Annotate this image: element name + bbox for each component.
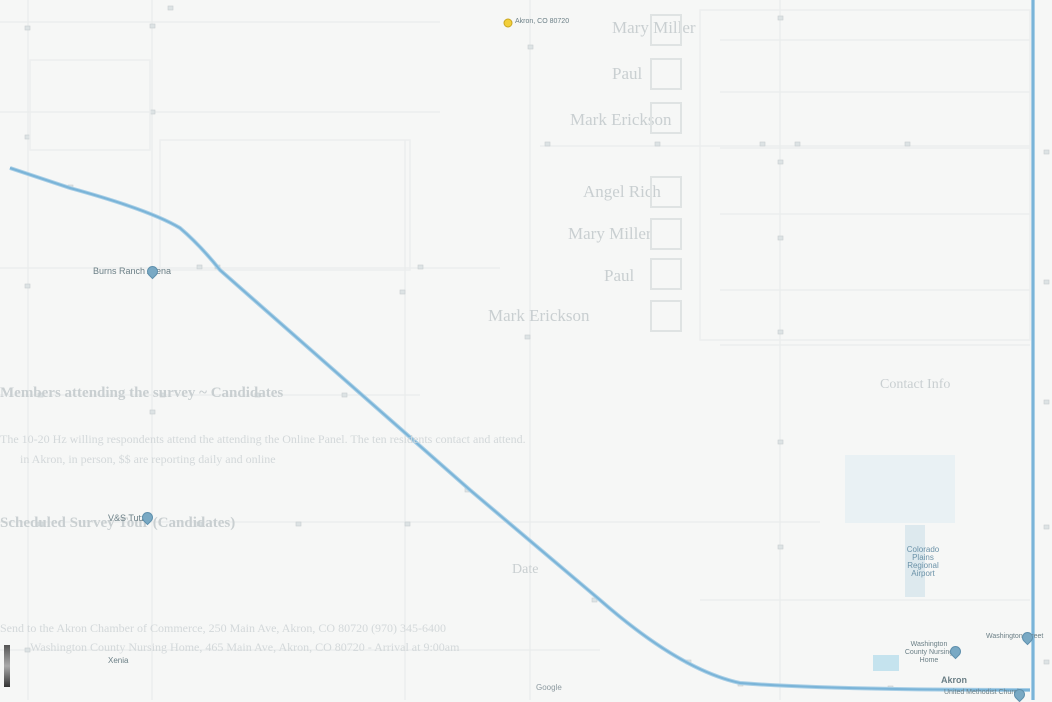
- ghost-row-7: Mark Erickson: [488, 306, 590, 325]
- airport-line-4: Airport: [911, 569, 935, 578]
- ghost-para-2: in Akron, in person, $$ are reporting da…: [20, 452, 276, 466]
- ghost-blocks: [29, 9, 1031, 341]
- place-label-top[interactable]: Akron, CO 80720: [515, 18, 570, 25]
- airport-runway: [905, 525, 925, 597]
- ghost-heading-1: Members attending the survey ~ Candidate…: [0, 385, 284, 401]
- ghost-para-3: Send to the Akron Chamber of Commerce, 2…: [0, 621, 447, 635]
- ghost-para-4: Washington County Nursing Home, 465 Main…: [30, 640, 460, 654]
- airport-area: [845, 455, 955, 523]
- google-logo-icon: Google: [536, 683, 562, 692]
- airport-label[interactable]: Colorado Plains Regional Airport: [898, 546, 948, 578]
- place-label-burns-ranch-arena[interactable]: Burns Ranch Arena: [93, 266, 172, 276]
- road-markers: [24, 5, 1050, 691]
- left-edge-artifact: [4, 645, 10, 687]
- ghost-row-2: Paul: [612, 64, 643, 83]
- ghost-row-6: Paul: [604, 266, 635, 285]
- airport-line-2: Plains: [912, 553, 934, 562]
- ghost-heading-2b: Date: [512, 562, 539, 577]
- minor-roads: [0, 0, 1030, 700]
- ghost-checkbox: [650, 14, 682, 46]
- place-label-church[interactable]: United Methodist Church: [944, 689, 1022, 696]
- town-label-akron[interactable]: Akron: [941, 675, 968, 685]
- ghost-heading-1b: Contact Info: [880, 377, 951, 392]
- airport-line-3: Regional: [907, 561, 939, 570]
- nursing-home-area: [873, 655, 899, 671]
- ghost-row-5: Mary Miller: [568, 224, 652, 243]
- yellow-location-marker[interactable]: [503, 18, 513, 28]
- ghost-checkbox: [650, 102, 682, 134]
- ghost-checkbox: [650, 176, 682, 208]
- highway-edge: [9, 166, 1031, 692]
- ghost-checkbox: [650, 300, 682, 332]
- ghost-checkbox: [650, 258, 682, 290]
- airport-line-1: Colorado: [906, 545, 940, 554]
- highway[interactable]: [9, 167, 1031, 691]
- place-label-nursing-home[interactable]: Washington County Nursing Home: [904, 641, 954, 664]
- ghost-row-1: Mary Miller: [612, 18, 696, 37]
- ghost-row-4: Angel Rich: [583, 182, 661, 201]
- road-label-right: Washington Street: [986, 633, 1044, 640]
- ghost-heading-2: Scheduled Survey Tour (Candidates): [0, 515, 236, 531]
- town-label-xenia[interactable]: Xenia: [108, 656, 129, 665]
- ghost-para-1: The 10-20 Hz willing respondents attend …: [0, 432, 526, 446]
- ghost-checkbox: [650, 218, 682, 250]
- ghost-checkbox: [650, 58, 682, 90]
- place-label-vs-tutz[interactable]: V&S Tutz: [108, 513, 146, 523]
- ghost-row-3: Mark Erickson: [570, 110, 672, 129]
